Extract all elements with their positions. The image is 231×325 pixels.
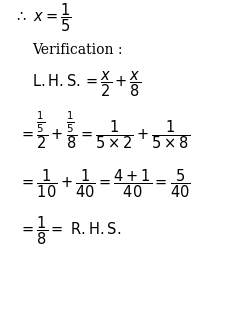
- Text: $= \dfrac{1}{10} + \dfrac{1}{40} = \dfrac{4+1}{40} = \dfrac{5}{40}$: $= \dfrac{1}{10} + \dfrac{1}{40} = \dfra…: [18, 167, 189, 200]
- Text: $\therefore\ x = \dfrac{1}{5}$: $\therefore\ x = \dfrac{1}{5}$: [14, 2, 71, 34]
- Text: $= \dfrac{\frac{1}{5}}{2} + \dfrac{\frac{1}{5}}{8} = \dfrac{1}{5\times2} + \dfra: $= \dfrac{\frac{1}{5}}{2} + \dfrac{\frac…: [18, 109, 189, 151]
- Text: $\mathrm{L.H.S.} = \dfrac{x}{2} + \dfrac{x}{8}$: $\mathrm{L.H.S.} = \dfrac{x}{2} + \dfrac…: [32, 70, 141, 99]
- Text: $= \dfrac{1}{8} =\ \mathrm{R.H.S.}$: $= \dfrac{1}{8} =\ \mathrm{R.H.S.}$: [18, 214, 120, 247]
- Text: Verification :: Verification :: [32, 43, 122, 58]
